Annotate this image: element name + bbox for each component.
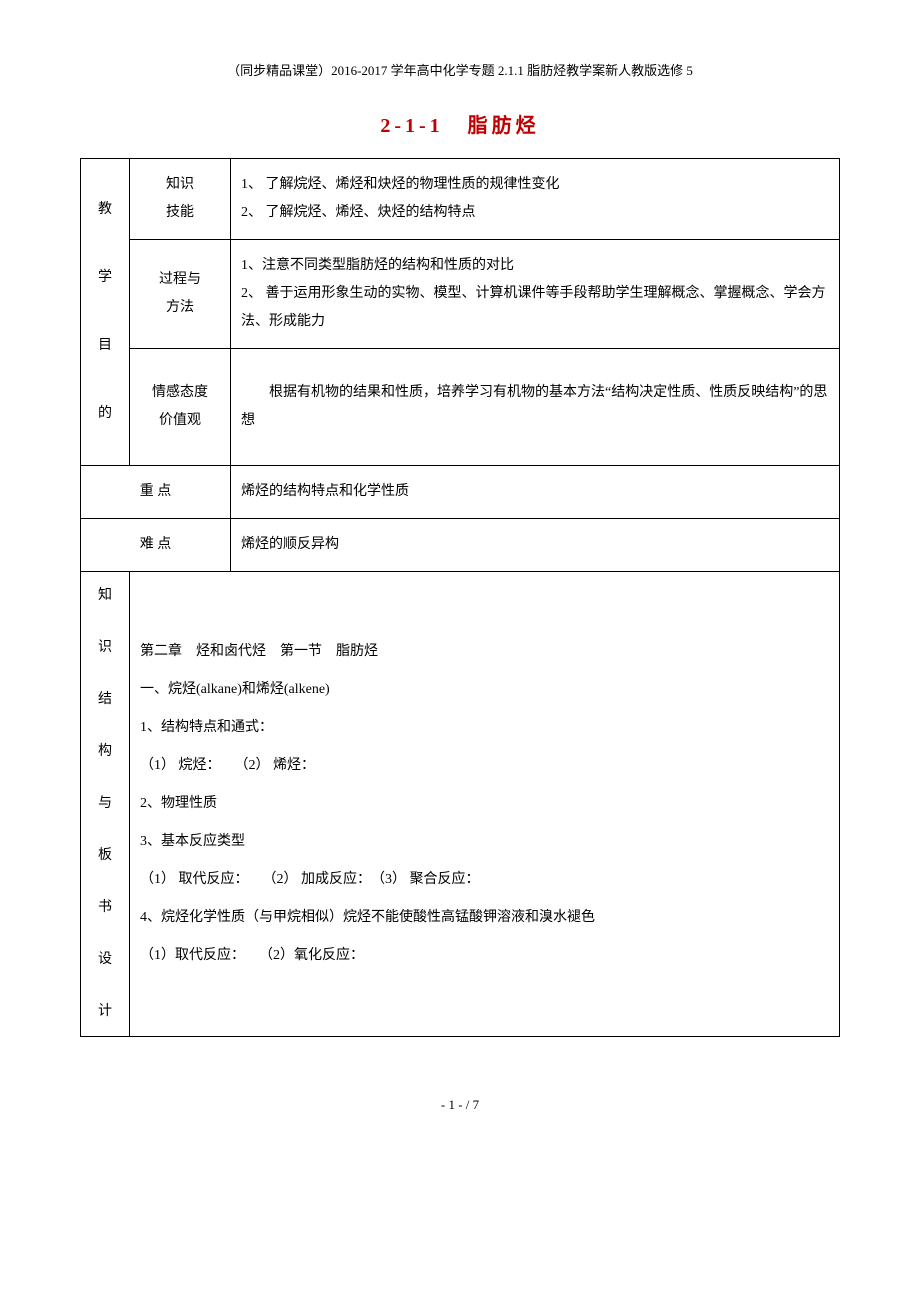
- knowledge-line: 3、基本反应类型: [140, 828, 829, 856]
- knowledge-content: 第二章 烃和卤代烃 第一节 脂肪烃 一、烷烃(alkane)和烯烃(alkene…: [130, 572, 840, 1037]
- label-text: 价值观: [140, 407, 220, 435]
- knowledge-line: 1、结构特点和通式：: [140, 714, 829, 742]
- vert-char: 学: [91, 264, 119, 292]
- vert-char: 板: [81, 842, 129, 870]
- knowledge-line: 一、烷烃(alkane)和烯烃(alkene): [140, 676, 829, 704]
- vert-char: 书: [81, 894, 129, 922]
- page-footer: - 1 - / 7: [80, 1097, 840, 1113]
- objectives-vertical-label: 教 学 目 的: [81, 159, 130, 466]
- key-point-content: 烯烃的结构特点和化学性质: [231, 466, 840, 519]
- label-text: 知识: [140, 171, 220, 199]
- label-text: 方法: [140, 294, 220, 322]
- label-text: 技能: [140, 199, 220, 227]
- objective-row-content: 1、注意不同类型脂肪烃的结构和性质的对比 2、 善于运用形象生动的实物、模型、计…: [231, 240, 840, 349]
- content-line: 根据有机物的结果和性质，培养学习有机物的基本方法“结构决定性质、性质反映结构”的…: [241, 379, 829, 435]
- vert-char: 构: [81, 738, 129, 766]
- vert-char: 识: [81, 634, 129, 662]
- vert-char: 知: [81, 582, 129, 610]
- vert-char: 教: [91, 196, 119, 224]
- objective-row-label: 过程与 方法: [130, 240, 231, 349]
- content-line: 1、 了解烷烃、烯烃和炔烃的物理性质的规律性变化 2、 了解烷烃、烯烃、炔烃的结…: [241, 171, 829, 227]
- difficult-point-label: 难 点: [81, 519, 231, 572]
- label-text: 过程与: [140, 266, 220, 294]
- objective-row-label: 情感态度 价值观: [130, 349, 231, 466]
- objective-row-content: 1、 了解烷烃、烯烃和炔烃的物理性质的规律性变化 2、 了解烷烃、烯烃、炔烃的结…: [231, 159, 840, 240]
- knowledge-line: 2、物理性质: [140, 790, 829, 818]
- knowledge-line: 4、烷烃化学性质（与甲烷相似）烷烃不能使酸性高锰酸钾溶液和溴水褪色: [140, 904, 829, 932]
- vert-char: 计: [81, 998, 129, 1026]
- knowledge-vertical-label: 知 识 结 构 与 板 书 设 计: [81, 572, 130, 1037]
- knowledge-line: （1）取代反应： （2）氧化反应：: [140, 942, 829, 970]
- objective-row-label: 知识 技能: [130, 159, 231, 240]
- lesson-plan-table: 教 学 目 的 知识 技能 1、 了解烷烃、烯烃和炔烃的物理性质的规律性变化 2…: [80, 158, 840, 1037]
- document-header: （同步精品课堂）2016-2017 学年高中化学专题 2.1.1 脂肪烃教学案新…: [80, 60, 840, 79]
- vert-char: 设: [81, 946, 129, 974]
- knowledge-line: （1） 烷烃： （2） 烯烃：: [140, 752, 829, 780]
- knowledge-line: （1） 取代反应： （2） 加成反应： （3） 聚合反应：: [140, 866, 829, 894]
- vert-char: 的: [91, 400, 119, 428]
- knowledge-line: 第二章 烃和卤代烃 第一节 脂肪烃: [140, 638, 829, 666]
- vert-char: 与: [81, 790, 129, 818]
- objective-row-content: 根据有机物的结果和性质，培养学习有机物的基本方法“结构决定性质、性质反映结构”的…: [231, 349, 840, 466]
- label-text: 情感态度: [140, 379, 220, 407]
- content-line: 1、注意不同类型脂肪烃的结构和性质的对比 2、 善于运用形象生动的实物、模型、计…: [241, 252, 829, 336]
- vert-char: 目: [91, 332, 119, 360]
- difficult-point-content: 烯烃的顺反异构: [231, 519, 840, 572]
- key-point-label: 重 点: [81, 466, 231, 519]
- document-title: 2-1-1 脂肪烃: [80, 109, 840, 138]
- vert-char: 结: [81, 686, 129, 714]
